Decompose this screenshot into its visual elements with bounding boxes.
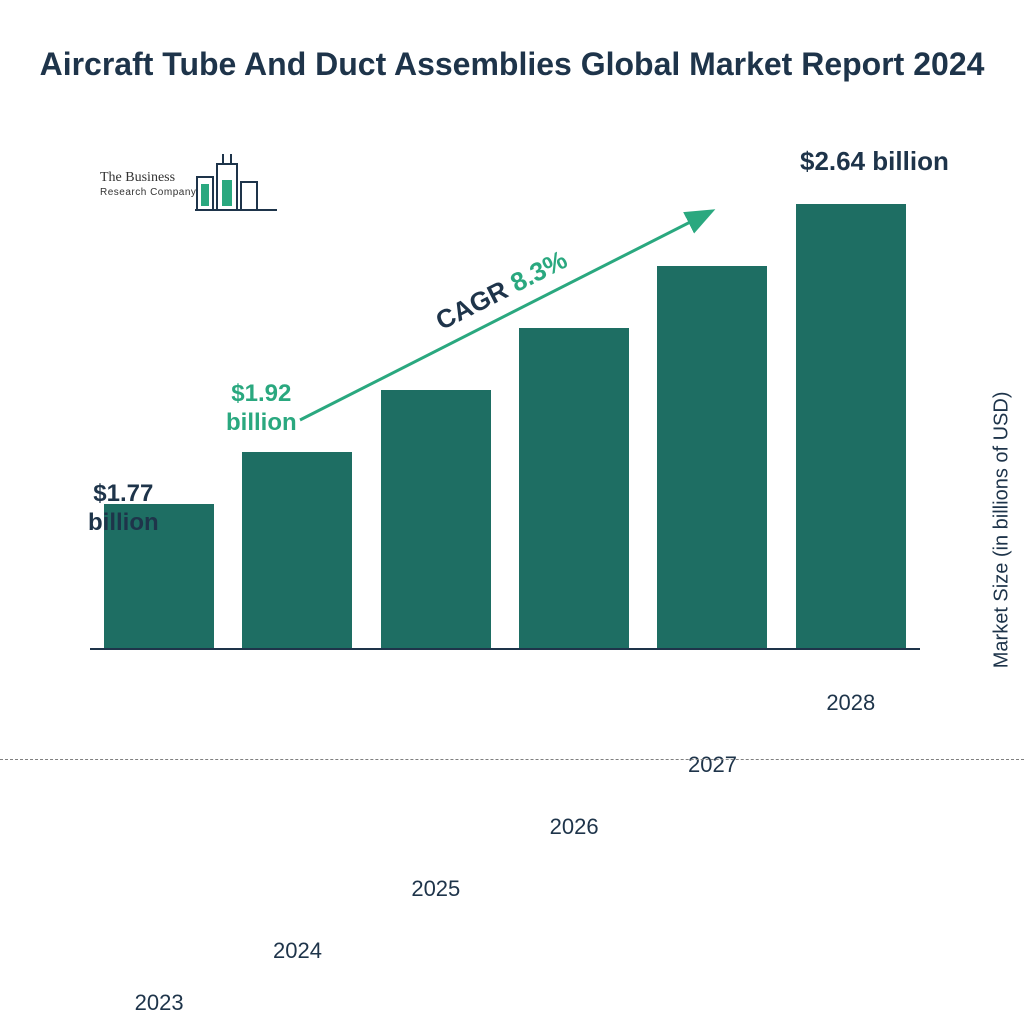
x-axis-baseline [90, 648, 920, 650]
bars-container: 202320242025202620272028 [90, 170, 920, 648]
bar-category-label: 2028 [826, 690, 875, 716]
bar-group: 2027 [647, 266, 777, 648]
bar-chart: 202320242025202620272028 [90, 170, 920, 690]
bar-group: 2024 [232, 452, 362, 648]
bar-category-label: 2025 [411, 876, 460, 902]
bar [657, 266, 767, 648]
bar [796, 204, 906, 648]
chart-title: Aircraft Tube And Duct Assemblies Global… [0, 44, 1024, 86]
bar-category-label: 2023 [135, 990, 184, 1016]
bar-group: 2026 [509, 328, 639, 648]
bar-category-label: 2026 [550, 814, 599, 840]
bar [519, 328, 629, 648]
bar-value-label: $1.77billion [88, 480, 159, 538]
bar-category-label: 2024 [273, 938, 322, 964]
bar [381, 390, 491, 648]
bar [242, 452, 352, 648]
bar-value-label: $2.64 billion [800, 146, 949, 177]
footer-divider [0, 759, 1024, 760]
bar-category-label: 2027 [688, 752, 737, 778]
bar-group: 2028 [786, 204, 916, 648]
bar-value-label: $1.92billion [226, 380, 297, 438]
bar-group: 2025 [371, 390, 501, 648]
y-axis-label: Market Size (in billions of USD) [991, 392, 1014, 669]
